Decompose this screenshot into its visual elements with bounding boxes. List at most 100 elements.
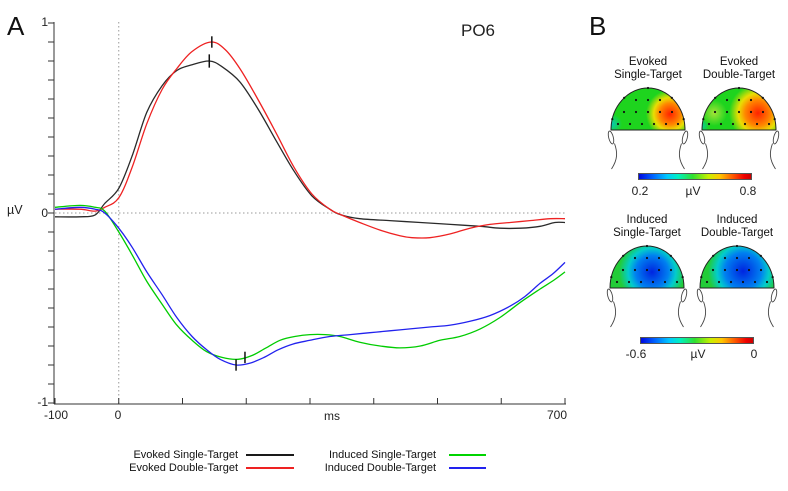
electrode-dot [651,280,655,284]
x-tick-label-0: 0 [114,408,122,422]
map-title-line2: Single-Target [613,227,681,239]
electrode-dot [711,268,715,272]
colorbar-evoked [638,173,752,180]
electrode-dot [670,110,674,114]
electrode-dot [610,276,613,279]
electrode-dot [658,110,662,114]
electrode-dot [700,276,703,279]
legend-label: Evoked Single-Target [133,449,238,461]
map-title-line1: Evoked [628,56,668,68]
map-title-line1: Induced [626,214,668,226]
y-axis-unit: µV [7,203,23,217]
head-outline [701,87,777,131]
map-title-evoked-single: Evoked Single-Target [596,56,700,82]
scalp-blob [611,88,685,130]
electrode-dot [657,256,661,260]
panel-a-label: A [7,11,25,41]
electrode-dot [747,268,751,272]
electrode-dot [645,244,649,248]
legend-entry-evoked-double: Evoked Double-Target [90,462,294,474]
electrode-dot [663,280,667,284]
electrode-dot [731,122,735,126]
topomap-evoked-double [698,86,780,170]
electrode-dot [646,110,650,114]
electrode-dot [725,98,729,102]
electrode-dot [749,98,753,102]
electrode-dot [759,254,762,257]
left-ear-outline [696,288,704,303]
left-ear-outline [607,130,615,145]
electrode-dot [771,276,774,279]
series-induced-double-target [54,206,566,366]
y-tick-label-0: 0 [41,206,48,220]
electrode-dot [729,280,733,284]
legend-label: Evoked Double-Target [129,462,238,474]
electrode-dot [737,98,741,102]
electrode-dot [735,244,739,248]
electrode-dot [669,268,673,272]
map-title-induced-single: Induced Single-Target [595,214,699,240]
legend-label: Induced Single-Target [328,449,436,461]
electrode-dot [767,122,771,126]
left-ear-outline [698,130,706,145]
electrode-dot [705,280,709,284]
electrode-dot [622,254,625,257]
panel-b-label: B [589,11,607,41]
map-title-line1: Evoked [719,56,759,68]
electrode-dot [676,122,680,126]
electrode-dot [714,96,717,99]
map-title-line1: Induced [716,214,758,226]
electrode-dot [737,110,741,114]
electrode-dot [633,256,637,260]
right-neck-outline [677,301,684,328]
right-neck-outline [769,143,776,170]
electrode-dot [755,122,759,126]
electrode-dot [773,118,776,121]
legend-entry-induced-double: Induced Double-Target [288,462,486,474]
electrode-dot [713,110,717,114]
colorbar-induced [640,337,754,344]
electrode-dot [639,280,643,284]
electrode-dot [761,96,764,99]
left-neck-outline [700,301,707,328]
left-neck-outline [610,301,617,328]
series-evoked-single-target [54,60,566,230]
legend-line-swatch [449,454,486,456]
electrode-dot [712,254,715,257]
colorbar-induced-min-label: -0.6 [625,347,647,361]
electrode-dot [621,268,625,272]
right-ear-outline [770,288,778,303]
electrode-dot [737,86,741,90]
head-outline [699,245,775,289]
electrode-dot [735,256,739,260]
map-title-induced-double: Induced Double-Target [685,214,788,240]
electrode-dot [702,118,705,121]
colorbar-evoked-unit-label: µV [685,184,701,198]
electrode-dot [623,96,626,99]
x-tick-label-minus100: -100 [43,408,69,422]
left-ear-outline [606,288,614,303]
map-title-line2: Double-Target [700,227,774,239]
electrode-dot [634,98,638,102]
electrode-dot [670,96,673,99]
electrode-dot [616,122,620,126]
electrode-dot [646,98,650,102]
topomap-evoked-single [607,86,689,170]
y-tick-label-1: 1 [41,15,48,29]
legend-line-swatch [246,454,294,456]
electrode-dot [723,256,727,260]
colorbar-induced-max-label: 0 [750,347,758,361]
head-outline [610,87,686,131]
electrode-dot [627,280,631,284]
right-ear-outline [772,130,780,145]
electrode-dot [669,254,672,257]
right-ear-outline [681,130,689,145]
right-neck-outline [678,143,685,170]
electrode-dot [622,110,626,114]
electrode-dot [753,280,757,284]
right-ear-outline [680,288,688,303]
colorbar-evoked-min-label: 0.2 [631,184,649,198]
electrode-dot [645,268,649,272]
series-evoked-double-target [54,41,566,239]
